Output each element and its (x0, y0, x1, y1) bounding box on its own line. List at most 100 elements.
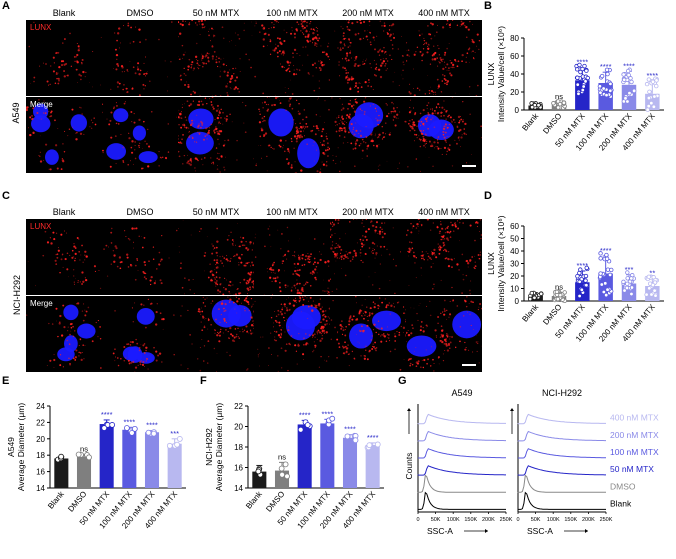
y-axis-label-line1: NCI-H292 (204, 428, 214, 466)
data-point (608, 81, 613, 87)
category-label: Blank (520, 111, 540, 133)
data-point (374, 441, 381, 448)
y-tick-label: 22 (234, 402, 243, 411)
data-point (352, 437, 359, 444)
column-label: DMSO (126, 207, 154, 217)
lunx-image-tile (254, 20, 330, 96)
legend-entry: 400 nM MTX (610, 413, 659, 423)
y-tick-label: 50 (510, 235, 519, 244)
significance-label: **** (367, 433, 379, 442)
data-point (577, 62, 582, 68)
data-point (166, 442, 173, 449)
data-point (647, 89, 652, 94)
data-point (86, 454, 92, 461)
column-label: 200 nM MTX (342, 8, 394, 18)
histogram-curve (518, 448, 606, 459)
significance-label: **** (146, 421, 158, 430)
data-point (622, 77, 627, 82)
significance-label: **** (576, 58, 588, 67)
merge-image-tile (406, 97, 482, 173)
data-point (647, 286, 652, 291)
column-label: Blank (52, 207, 76, 217)
bar (575, 80, 590, 110)
y-axis-label-line2: Average Diameter (μm) (16, 403, 26, 492)
y-tick-label: 24 (36, 402, 45, 411)
y-tick-label: 20 (510, 88, 519, 97)
data-point (580, 66, 585, 72)
data-point (598, 251, 603, 256)
data-point (150, 430, 157, 437)
merge-image-tile (254, 97, 330, 173)
data-point (598, 271, 603, 276)
x-tick-label: 150K (464, 517, 477, 523)
data-point (109, 422, 116, 428)
data-point (598, 256, 603, 261)
data-point (555, 296, 561, 302)
data-point (278, 465, 285, 472)
significance-label: ns (555, 92, 563, 101)
bar-chart-lunx-a549: 0 20 40 60 80 LUNX Intensity Value/cell (×10⁶)… (486, 26, 664, 152)
data-point (625, 99, 630, 104)
bar (365, 444, 380, 488)
category-label: DMSO (541, 112, 563, 136)
data-point (577, 293, 582, 299)
y-axis-label-line2: Intensity Value/cell (×10⁶) (496, 215, 506, 311)
significance-label: **** (321, 409, 333, 418)
data-point (599, 73, 605, 79)
data-point (625, 270, 630, 275)
bar-chart-diameter-nci-h292: 14 16 18 20 22 NCI-H292 Average Diameter (μm) B… (204, 402, 384, 530)
data-point (629, 79, 634, 85)
significance-label: ns (80, 444, 88, 453)
y-tick-label: 16 (36, 468, 45, 477)
data-point (605, 71, 610, 77)
data-point (561, 100, 567, 105)
bar (76, 456, 92, 488)
category-label: Blank (520, 302, 540, 324)
lunx-image-tile: LUNX (26, 219, 102, 295)
x-tick-label: 200K (482, 517, 495, 523)
panel-label-b: B (484, 0, 492, 12)
data-point (575, 82, 580, 87)
column-label: 100 nM MTX (266, 8, 318, 18)
x-tick-label: 0 (516, 517, 519, 523)
bar (122, 429, 137, 488)
bar (144, 432, 160, 488)
y-tick-label: 20 (36, 435, 45, 444)
x-tick-label: 100K (547, 517, 560, 523)
data-point (284, 473, 290, 480)
column-label: 200 nM MTX (342, 207, 394, 217)
y-tick-label: 22 (36, 418, 45, 427)
data-point (255, 468, 262, 475)
data-point (605, 287, 610, 292)
data-point (582, 63, 587, 69)
y-tick-label: 14 (234, 484, 243, 493)
data-point (575, 67, 580, 72)
data-point (581, 84, 586, 89)
data-point (603, 281, 608, 286)
bar (320, 423, 335, 488)
histogram-curve (517, 465, 606, 476)
histogram-curve (417, 491, 506, 510)
data-point (625, 281, 630, 287)
data-point (575, 274, 580, 279)
data-point (584, 265, 589, 271)
x-tick-label: 250K (600, 517, 613, 523)
data-point (646, 274, 652, 280)
data-point (601, 86, 606, 91)
column-label: 50 nM MTX (192, 8, 240, 18)
data-point (532, 295, 537, 301)
histogram-curve (417, 430, 506, 442)
merge-image-tile (178, 97, 254, 173)
merge-channel-tag: Merge (30, 100, 53, 109)
data-point (584, 68, 589, 73)
column-label: DMSO (126, 8, 154, 18)
lunx-image-tile (178, 20, 254, 96)
data-point (556, 105, 561, 110)
data-point (329, 415, 336, 422)
data-point (366, 442, 373, 449)
data-point (529, 290, 535, 296)
merge-channel-tag: Merge (30, 299, 53, 308)
lunx-image-tile (178, 219, 254, 295)
panel-label-f: F (200, 375, 207, 387)
y-tick-label: 40 (510, 247, 519, 256)
